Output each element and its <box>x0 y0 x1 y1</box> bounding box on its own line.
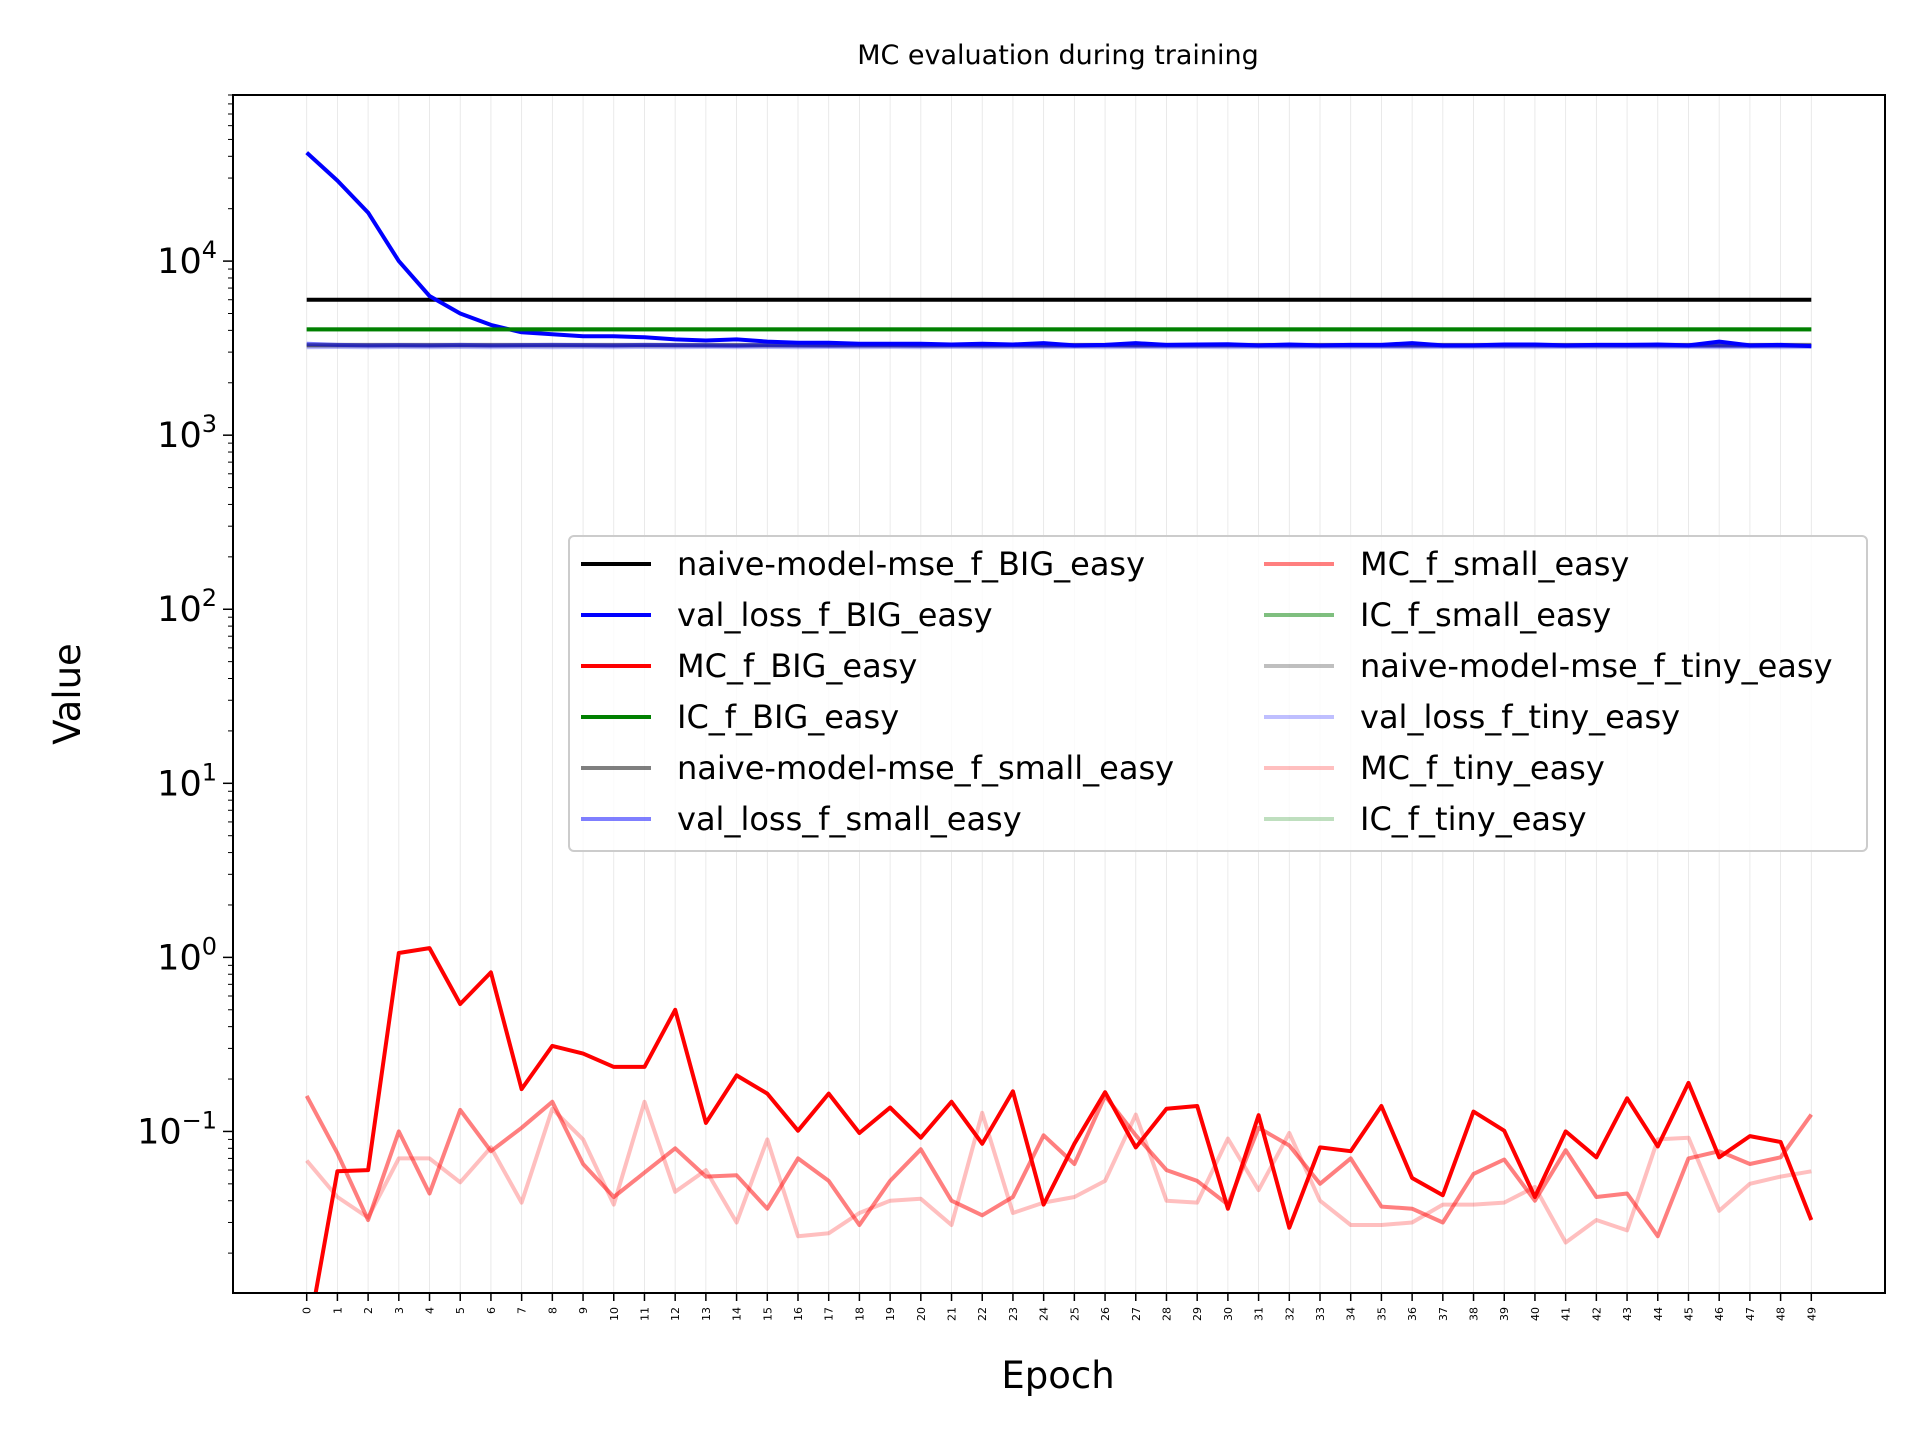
x-tick-label: 46 <box>1713 1307 1726 1321</box>
x-tick-label: 47 <box>1744 1307 1757 1321</box>
x-tick-label: 44 <box>1652 1307 1665 1321</box>
legend-label: IC_f_tiny_easy <box>1360 800 1587 838</box>
x-tick-label: 2 <box>362 1307 375 1314</box>
x-tick-label: 15 <box>761 1307 774 1321</box>
series-line-val-loss-f-big-easy <box>305 151 1812 349</box>
x-tick-label: 37 <box>1437 1307 1450 1321</box>
legend-label: naive-model-mse_f_small_easy <box>677 749 1174 787</box>
legend-box <box>568 535 1868 852</box>
x-tick-label: 24 <box>1038 1307 1051 1321</box>
x-tick-label: 11 <box>638 1307 651 1321</box>
plot-lines <box>304 151 1814 1293</box>
x-tick-label: 36 <box>1406 1307 1419 1321</box>
x-tick-label: 22 <box>976 1307 989 1321</box>
x-tick-label: 13 <box>700 1307 713 1321</box>
x-tick-label: 12 <box>669 1307 682 1321</box>
y-tick-label: 104 <box>157 236 217 282</box>
legend-label: IC_f_small_easy <box>1360 596 1611 634</box>
x-tick-label: 19 <box>884 1307 897 1321</box>
x-tick-label: 32 <box>1283 1307 1296 1321</box>
x-tick-label: 1 <box>331 1307 344 1314</box>
x-tick-label: 29 <box>1191 1307 1204 1321</box>
x-tick-label: 45 <box>1682 1307 1695 1321</box>
x-tick-label: 4 <box>424 1307 437 1314</box>
y-tick-label: 10−1 <box>137 1106 217 1152</box>
x-tick-label: 0 <box>301 1307 314 1314</box>
x-tick-label: 9 <box>577 1307 590 1314</box>
y-axis: 10−1 100 101 102 103 104 <box>137 94 233 1254</box>
series-line-mc-f-big-easy <box>313 946 1814 1293</box>
x-tick-label: 5 <box>454 1307 467 1314</box>
x-tick-label: 28 <box>1160 1307 1173 1321</box>
x-tick-label: 41 <box>1560 1307 1573 1321</box>
legend-label: MC_f_tiny_easy <box>1360 749 1605 787</box>
x-tick-label: 40 <box>1529 1307 1542 1321</box>
y-tick-label: 102 <box>157 584 217 630</box>
legend-label: naive-model-mse_f_BIG_easy <box>677 545 1145 583</box>
legend-label: val_loss_f_tiny_easy <box>1360 698 1680 736</box>
x-tick-label: 20 <box>915 1307 928 1321</box>
x-tick-label: 23 <box>1007 1307 1020 1321</box>
y-tick-label: 101 <box>157 758 217 804</box>
x-tick-label: 48 <box>1775 1307 1788 1321</box>
x-tick-label: 18 <box>853 1307 866 1321</box>
x-tick-label: 38 <box>1468 1307 1481 1321</box>
x-tick-label: 16 <box>792 1307 805 1321</box>
x-tick-label: 43 <box>1621 1307 1634 1321</box>
x-tick-label: 27 <box>1130 1307 1143 1321</box>
x-tick-label: 39 <box>1498 1307 1511 1321</box>
legend-label: val_loss_f_BIG_easy <box>677 596 993 634</box>
x-tick-label: 17 <box>823 1307 836 1321</box>
legend: naive-model-mse_f_BIG_easy val_loss_f_BIG… <box>568 535 1868 852</box>
x-tick-label: 10 <box>608 1307 621 1321</box>
legend-label: MC_f_small_easy <box>1360 545 1629 583</box>
x-tick-label: 3 <box>393 1307 406 1314</box>
x-tick-label: 34 <box>1345 1307 1358 1321</box>
legend-label: MC_f_BIG_easy <box>677 647 917 685</box>
x-tick-label: 42 <box>1590 1307 1603 1321</box>
x-tick-label: 31 <box>1253 1307 1266 1321</box>
x-tick-label: 35 <box>1375 1307 1388 1321</box>
x-tick-label: 7 <box>516 1307 529 1314</box>
x-tick-label: 26 <box>1099 1307 1112 1321</box>
y-tick-label: 100 <box>157 932 217 978</box>
x-tick-label: 14 <box>731 1307 744 1321</box>
x-tick-label: 21 <box>946 1307 959 1321</box>
legend-label: naive-model-mse_f_tiny_easy <box>1360 647 1833 685</box>
x-axis: 0 1 2 3 4 5 6 7 8 9 10 11 12 13 14 15 16 17 18 19 20 21 22 23 24… <box>301 1293 1818 1321</box>
x-tick-label: 49 <box>1805 1307 1818 1321</box>
chart-title: MC evaluation during training <box>857 40 1259 71</box>
x-tick-label: 8 <box>546 1307 559 1314</box>
x-axis-label: Epoch <box>1001 1354 1114 1397</box>
y-tick-label: 103 <box>157 410 217 456</box>
plot-area-frame <box>232 94 1886 1294</box>
x-tick-label: 6 <box>485 1307 498 1314</box>
x-tick-label: 30 <box>1222 1307 1235 1321</box>
legend-label: val_loss_f_small_easy <box>677 800 1022 838</box>
series-line-mc-f-small-easy <box>304 1093 1813 1239</box>
x-tick-label: 33 <box>1314 1307 1327 1321</box>
legend-label: IC_f_BIG_easy <box>677 698 899 736</box>
x-tick-label: 25 <box>1068 1307 1081 1321</box>
y-axis-label: Value <box>46 643 89 745</box>
